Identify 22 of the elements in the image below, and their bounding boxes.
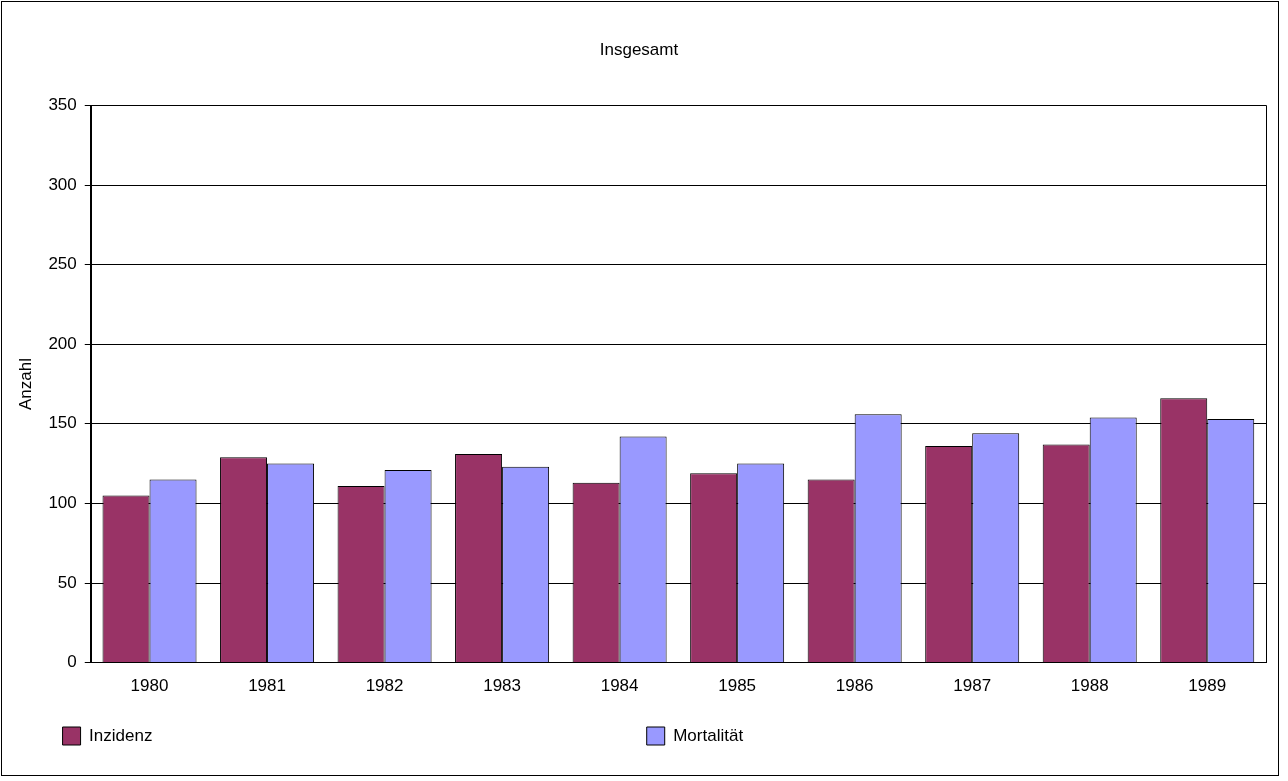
x-tick-label: 1982 [365,676,404,696]
x-tick-label: 1988 [1070,676,1109,696]
x-tick-label: 1980 [130,676,169,696]
y-tick-label: 200 [48,333,77,353]
x-tick-label: 1985 [718,676,757,696]
x-tick-label: 1986 [835,676,874,696]
legend-label: Mortalität [673,725,1216,745]
y-tick-label: 100 [48,493,77,513]
y-tick-label: 0 [67,652,77,672]
x-tick-label: 1981 [248,676,286,696]
legend-label: Inzidenz [89,725,625,745]
x-tick-label: 1983 [483,676,522,696]
x-tick-label: 1987 [953,676,992,696]
y-tick-label: 350 [48,95,77,115]
y-tick-label: 300 [48,174,77,194]
x-tick-label: 1989 [1188,676,1227,696]
x-tick-label: 1984 [600,676,639,696]
y-tick-label: 50 [57,572,77,592]
y-axis-title: Anzahl [15,358,35,410]
y-tick-label: 150 [48,413,77,433]
y-tick-label: 250 [48,254,77,274]
chart-title: Insgesamt [599,39,679,59]
